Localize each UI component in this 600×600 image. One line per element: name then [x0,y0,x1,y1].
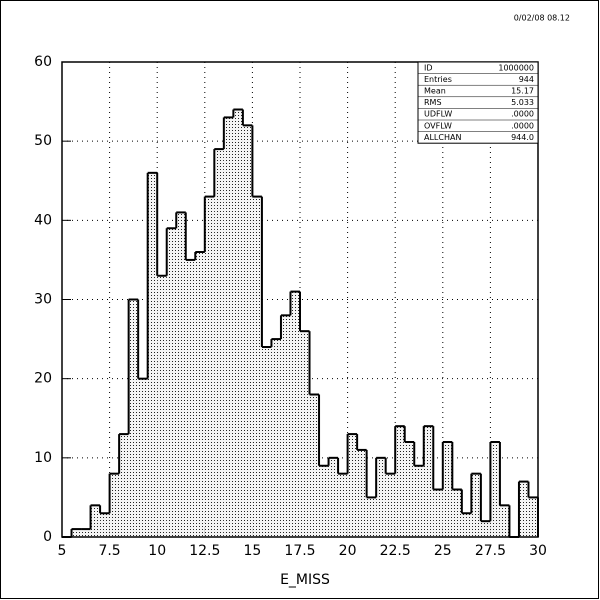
y-tick-label: 60 [34,54,52,70]
bar [347,434,358,537]
y-tick-label: 0 [43,529,52,545]
bar [385,473,396,537]
bar [119,434,129,537]
bar [147,172,158,538]
bar [338,473,348,537]
bar [280,315,291,537]
bar [204,196,215,538]
bar [480,521,491,537]
stats-label: OVFLW [424,121,452,130]
stats-label: ALLCHAN [424,133,461,142]
bar [414,465,424,537]
x-tick-label: 17.5 [284,543,315,559]
x-tick-label: 30 [529,543,547,559]
bar [499,505,510,537]
plot-frame [61,61,539,538]
bar [461,513,472,537]
bar [71,529,82,537]
bar [109,473,120,537]
bar [442,442,453,537]
bar [452,489,462,537]
bar [518,481,529,537]
bar [376,457,386,537]
bar [423,426,434,537]
bar [128,299,139,537]
y-tick-label: 30 [34,292,52,308]
y-tick-label: 40 [34,212,52,228]
y-tick-label: 50 [34,133,52,149]
bar [157,275,167,537]
bar [223,117,234,538]
x-tick-label: 7.5 [98,543,120,559]
stats-label: Mean [424,87,446,96]
bar [166,228,177,537]
bar [404,442,415,537]
bar [242,125,253,537]
bar [490,442,500,537]
x-axis-label: E_MISS [280,572,330,588]
x-tick-label: 10 [148,543,166,559]
bar [261,347,272,537]
x-tick-label: 25 [434,543,452,559]
plot: 0 10 20 30 40 50 60 5 7.5 10 12.5 15 17.5 20 22.5 25 27.… [34,54,547,559]
bar [195,252,205,537]
bar [300,331,310,537]
bar [271,339,281,537]
y-tick-label: 10 [34,450,52,466]
stats-value: 944.0 [511,133,534,142]
stats-label: Entries [424,75,452,84]
bar [433,489,443,537]
bar [185,259,196,537]
bar [214,149,224,538]
stats-value: .0000 [511,110,534,119]
x-tick-label: 5 [58,543,67,559]
bar [357,449,367,537]
bar [366,497,377,537]
stats-box [417,61,539,144]
bar [528,497,538,537]
bar [100,513,110,537]
x-tick-label: 22.5 [380,543,411,559]
x-tick-label: 15 [243,543,261,559]
bar [309,394,320,537]
stats-value: 944 [519,75,534,84]
bar [176,212,186,537]
x-tick-label: 27.5 [475,543,506,559]
stats-label: UDFLW [424,110,452,119]
bar [471,473,481,537]
stats-value: 1000000 [498,63,534,72]
x-tick-label: 12.5 [189,543,220,559]
stats-value: 15.17 [511,87,534,96]
bar [252,196,262,538]
bar [290,291,300,537]
bar [233,109,243,537]
bar [395,426,405,537]
stats-value: 5.033 [511,98,534,107]
y-tick-label: 20 [34,371,52,387]
bar [81,529,91,537]
bar [328,457,339,537]
stats-label: ID [424,63,433,72]
x-tick-label: 20 [339,543,357,559]
stats-label: RMS [424,98,442,107]
bar [90,505,101,537]
bar [319,465,329,537]
date: 0/02/08 08.12 [514,14,570,23]
stats-value: .0000 [511,121,534,130]
bar [138,378,148,537]
